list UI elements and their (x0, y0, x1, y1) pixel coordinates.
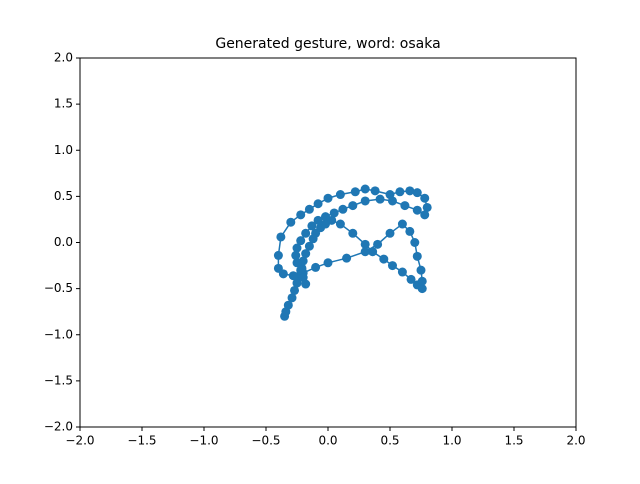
point (287, 293, 297, 303)
point (360, 196, 370, 206)
point (292, 243, 302, 253)
point (292, 278, 302, 288)
point (301, 279, 311, 289)
point (412, 205, 422, 215)
y-tick-label: 2.0 (54, 51, 73, 65)
point (291, 250, 301, 260)
point (417, 284, 427, 294)
point (276, 232, 286, 242)
point (286, 217, 296, 227)
point (292, 258, 302, 268)
point (360, 239, 370, 249)
x-tick-label: 0.0 (318, 434, 337, 448)
plot-frame (79, 57, 577, 428)
point (400, 201, 410, 211)
point (412, 251, 422, 261)
point (387, 196, 397, 206)
point (273, 263, 283, 273)
point (395, 187, 405, 197)
point (313, 215, 323, 225)
point (338, 204, 348, 214)
point (283, 300, 293, 310)
x-tick-label: −1.5 (127, 434, 156, 448)
point (397, 267, 407, 277)
point (405, 226, 415, 236)
point (420, 210, 430, 220)
point (370, 186, 380, 196)
point (373, 239, 383, 249)
y-tick-label: −1.5 (44, 373, 73, 387)
point (311, 262, 321, 272)
point (410, 238, 420, 247)
y-tick-label: 1.0 (54, 143, 73, 157)
x-tick-label: −0.5 (251, 434, 280, 448)
point (375, 194, 385, 204)
point (313, 199, 323, 209)
point (348, 201, 358, 211)
point (360, 247, 370, 257)
point (420, 193, 430, 203)
point (288, 271, 298, 281)
point (323, 193, 333, 203)
point (350, 187, 360, 197)
x-tick-label: −2.0 (65, 434, 94, 448)
point (273, 250, 283, 260)
x-tick-label: 1.5 (504, 434, 523, 448)
point (301, 228, 311, 238)
y-tick-label: 1.5 (54, 97, 73, 111)
x-tick-label: 2.0 (566, 434, 585, 448)
point (296, 236, 306, 246)
point (412, 188, 422, 198)
point (321, 212, 331, 222)
point (406, 274, 416, 284)
point (301, 249, 311, 259)
point (296, 210, 306, 220)
y-tick-label: 0.0 (54, 235, 73, 249)
point (387, 261, 397, 271)
x-tick-label: 1.0 (442, 434, 461, 448)
point (329, 208, 339, 218)
point (304, 204, 314, 214)
y-tick-label: −0.5 (44, 281, 73, 295)
point (397, 219, 407, 229)
y-tick-label: 0.5 (54, 189, 73, 203)
point (422, 202, 432, 212)
x-tick-label: 0.5 (380, 434, 399, 448)
point (323, 258, 333, 268)
point (307, 221, 317, 231)
point (335, 190, 345, 200)
point (405, 186, 415, 196)
point (335, 219, 345, 229)
point (368, 247, 378, 257)
point (296, 265, 306, 275)
point (304, 241, 314, 251)
x-tick-label: −1.0 (189, 434, 218, 448)
point (379, 254, 389, 264)
point (385, 228, 395, 238)
y-tick-label: −1.0 (44, 327, 73, 341)
point (417, 276, 427, 286)
point (342, 253, 352, 263)
y-tick-label: −2.0 (44, 420, 73, 434)
point (348, 228, 358, 238)
point (416, 265, 426, 275)
point (360, 184, 370, 194)
chart-title: Generated gesture, word: osaka (215, 36, 440, 52)
point (290, 285, 300, 295)
